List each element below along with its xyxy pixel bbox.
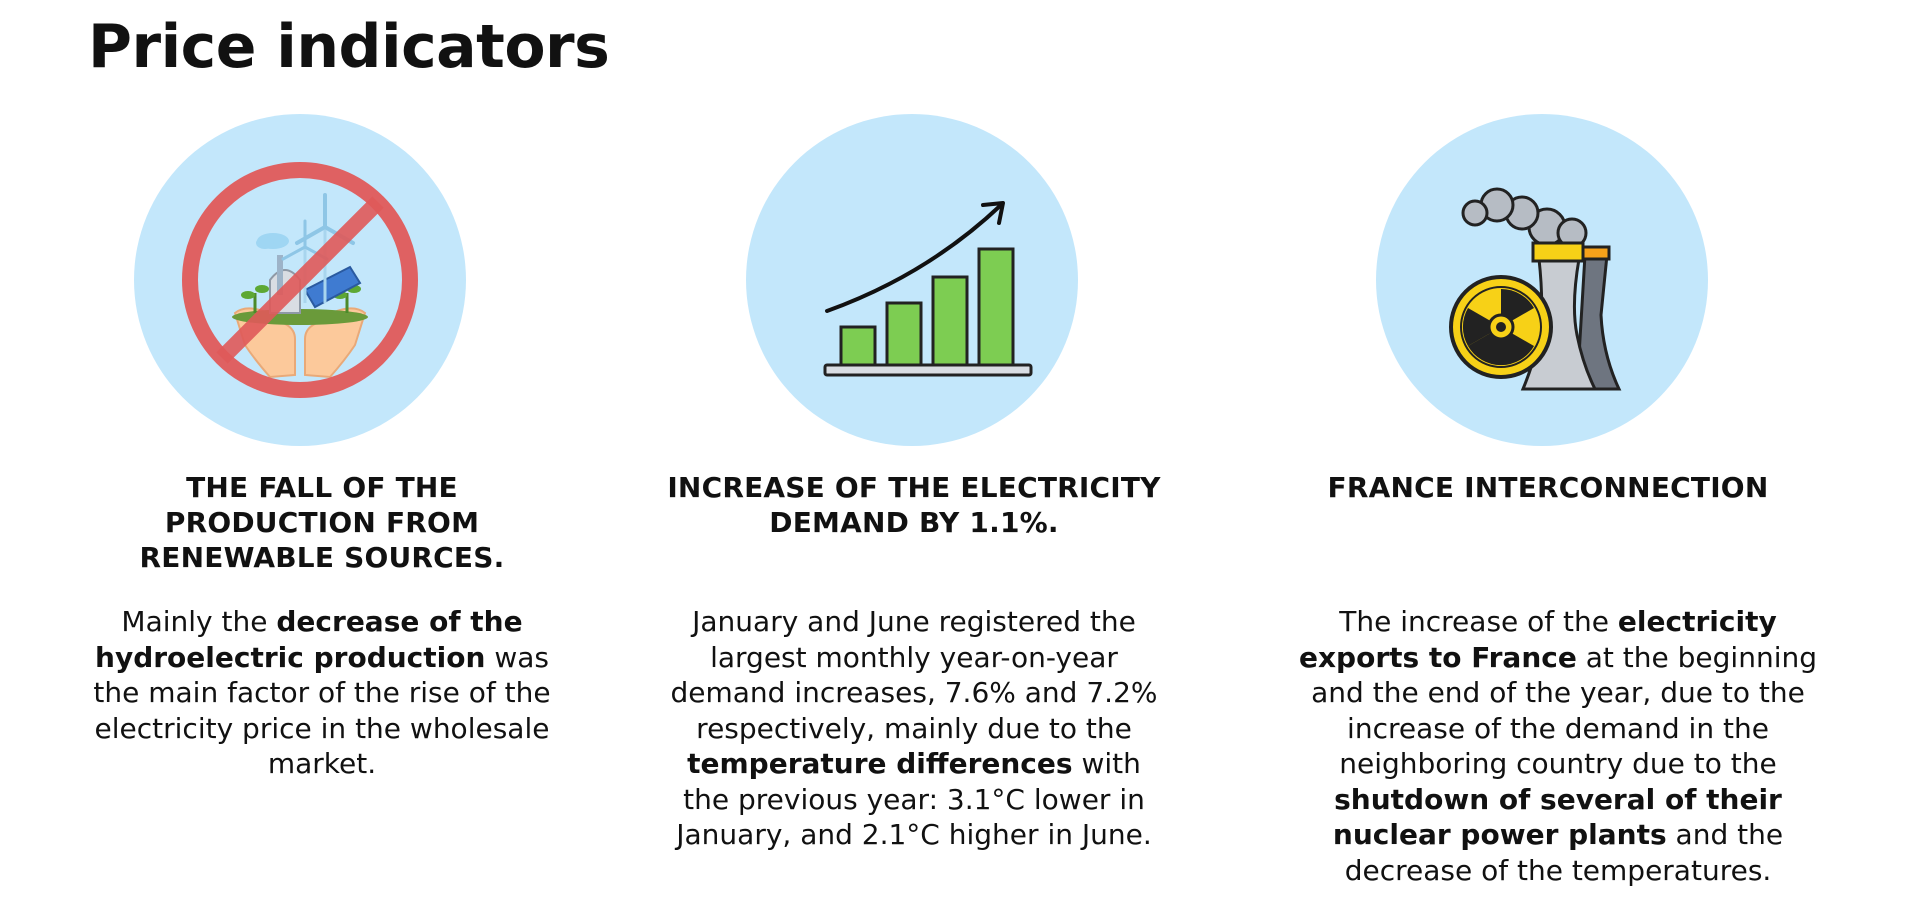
body-text: Mainly the [121, 605, 277, 638]
rising-bar-chart-icon [823, 201, 1033, 377]
icon-circle [134, 114, 466, 446]
no-renewable-energy-icon [182, 162, 418, 398]
body-text: The increase of the [1339, 605, 1618, 638]
body-emphasis: electricity exports to France [1298, 605, 1777, 674]
body-emphasis: temperature differences [687, 747, 1073, 780]
body-emphasis: shutdown of several of their nuclear pow… [1332, 782, 1782, 852]
body-text: and the decrease of the temperatures. [1344, 818, 1784, 887]
card-body: Mainly the decrease of the hydroelectric… [77, 604, 567, 782]
body-emphasis: decrease of the hydroelectric production [95, 605, 523, 674]
card-heading: FRANCE INTERCONNECTION [1327, 471, 1769, 504]
indicator-card-renewables: THE FALL OF THE PRODUCTION FROM RENEWABL… [62, 114, 582, 782]
body-text: January and June registered the largest … [670, 605, 1158, 745]
nuclear-power-plant-icon [1449, 187, 1622, 391]
body-text: with the previous year: 3.1°C lower in J… [676, 747, 1152, 851]
indicator-card-france: FRANCE INTERCONNECTION The increase of t… [1288, 114, 1817, 888]
card-heading: THE FALL OF THE PRODUCTION FROM RENEWABL… [139, 471, 505, 574]
card-body: The increase of the electricity exports … [1288, 604, 1828, 888]
body-text: at the beginning and the end of the year… [1311, 640, 1817, 781]
card-heading: INCREASE OF THE ELECTRICITY DEMAND BY 1.… [667, 471, 1161, 539]
icon-circle [746, 114, 1078, 446]
page-title: Price indicators [88, 12, 610, 82]
body-text: was the main factor of the rise of the e… [93, 640, 551, 781]
card-body: January and June registered the largest … [669, 604, 1159, 853]
indicator-card-demand: INCREASE OF THE ELECTRICITY DEMAND BY 1.… [654, 114, 1174, 853]
icon-circle [1376, 114, 1708, 446]
